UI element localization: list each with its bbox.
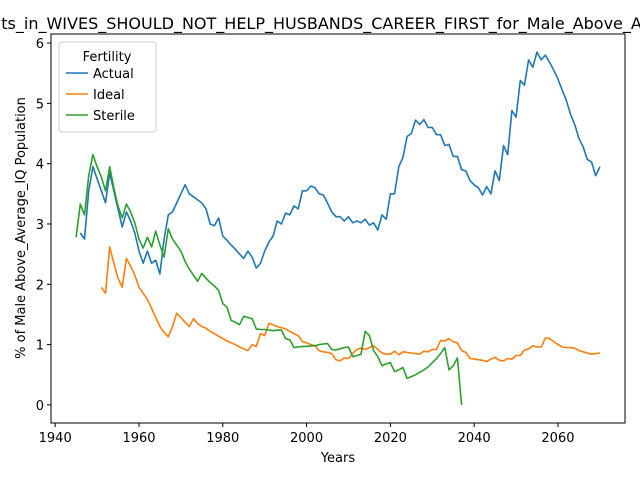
legend-box (58, 41, 157, 133)
x-tick-label: 2060 (541, 431, 574, 446)
y-tick-label: 3 (36, 218, 44, 233)
legend-label-ideal: Ideal (93, 88, 125, 103)
x-tick-label: 1960 (122, 431, 155, 446)
x-tick-label: 1940 (39, 431, 72, 446)
y-tick-label: 4 (36, 158, 44, 173)
legend-label-actual: Actual (93, 67, 134, 82)
plot-lines (75, 51, 601, 405)
x-tick-label: 2020 (374, 431, 407, 446)
chart-title: Results_in_WIVES_SHOULD_NOT_HELP_HUSBAND… (0, 14, 640, 34)
series-line-actual (79, 51, 601, 275)
legend: Fertility Actual Ideal Sterile (58, 41, 157, 133)
x-axis: 1940 1960 1980 2000 2020 2040 2060 (39, 423, 575, 446)
plot-frame (50, 33, 626, 424)
y-tick-label: 6 (36, 37, 44, 52)
legend-entries: Actual Ideal Sterile (66, 67, 135, 124)
legend-label-sterile: Sterile (93, 109, 135, 124)
y-tick-label: 1 (36, 339, 44, 354)
series-line-ideal (100, 246, 601, 363)
y-tick-label: 2 (36, 278, 44, 293)
x-tick-label: 1980 (206, 431, 239, 446)
x-axis-label: Years (320, 451, 356, 466)
legend-title: Fertility (83, 50, 132, 65)
y-axis-label: % of Male Above_Average_IQ Population (14, 97, 29, 359)
y-tick-label: 5 (36, 97, 44, 112)
x-tick-label: 2000 (290, 431, 323, 446)
y-axis: 0 1 2 3 4 5 6 (36, 37, 51, 414)
y-tick-label: 0 (36, 399, 44, 414)
x-tick-label: 2040 (458, 431, 491, 446)
series-line-sterile (75, 153, 463, 405)
